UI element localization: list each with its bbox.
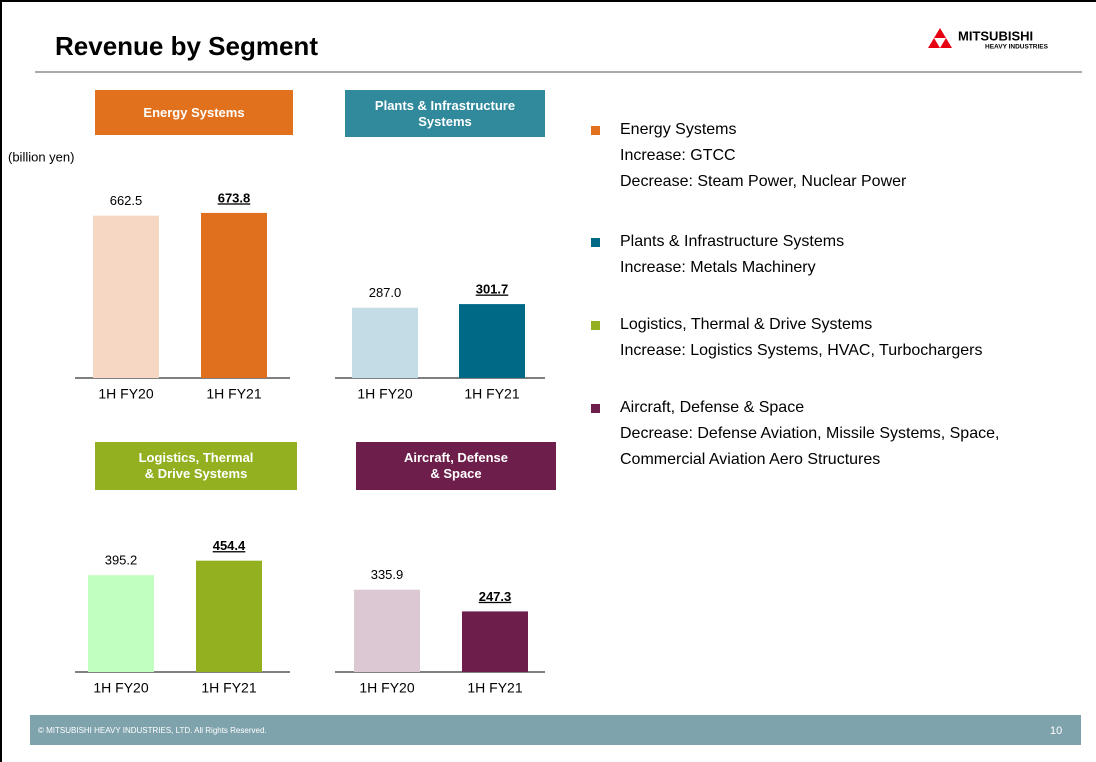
category-label: 1H FY20 [357, 386, 412, 402]
logo-mark [928, 38, 940, 48]
logo-sub: HEAVY INDUSTRIES [985, 44, 1049, 51]
bullet [591, 126, 600, 135]
page-number: 10 [1050, 725, 1062, 737]
category-label: 1H FY20 [93, 680, 148, 696]
category-label: 1H FY21 [206, 386, 261, 402]
note-text: Logistics, Thermal & Drive Systems [620, 316, 873, 333]
logo-mark [940, 38, 952, 48]
value-label: 335.9 [371, 567, 404, 582]
value-label: 454.4 [213, 538, 246, 553]
value-label: 662.5 [110, 193, 143, 208]
note-text: Aircraft, Defense & Space [620, 399, 805, 416]
chart-header: Logistics, Thermal & Drive Systems [95, 442, 297, 490]
bar [352, 307, 418, 378]
footer-text: © MITSUBISHI HEAVY INDUSTRIES, LTD. All … [38, 726, 267, 735]
note-text: Commercial Aviation Aero Structures [620, 451, 881, 468]
logo-name: MITSUBISHI [958, 28, 1033, 43]
category-label: 1H FY20 [359, 680, 414, 696]
note-text: Decrease: Defense Aviation, Missile Syst… [620, 425, 1000, 442]
category-label: 1H FY21 [467, 680, 522, 696]
chart-header: Energy Systems [95, 90, 293, 135]
bar [88, 575, 154, 672]
bar [201, 212, 267, 378]
bar [459, 304, 525, 378]
value-label: 673.8 [218, 190, 251, 205]
note-text: Plants & Infrastructure Systems [620, 233, 845, 250]
footer-bar [30, 715, 1081, 745]
bar [462, 611, 528, 672]
bullet [591, 404, 600, 413]
value-label: 287.0 [369, 285, 402, 300]
slide-title: Revenue by Segment [55, 31, 318, 61]
note-text: Increase: GTCC [620, 147, 736, 164]
logo: MITSUBISHI HEAVY INDUSTRIES [928, 28, 1049, 51]
category-label: 1H FY21 [464, 386, 519, 402]
note-text: Increase: Metals Machinery [620, 259, 816, 276]
note-text: Increase: Logistics Systems, HVAC, Turbo… [620, 342, 983, 359]
category-label: 1H FY20 [98, 386, 153, 402]
unit-label: (billion yen) [8, 149, 74, 164]
category-label: 1H FY21 [201, 680, 256, 696]
chart-header: Aircraft, Defense & Space [356, 442, 556, 490]
note-text: Energy Systems [620, 121, 737, 138]
bar [93, 215, 159, 378]
logo-mark [934, 28, 946, 38]
bullet [591, 238, 600, 247]
chart-header: Plants & Infrastructure Systems [345, 90, 545, 137]
note-text: Decrease: Steam Power, Nuclear Power [620, 173, 907, 190]
bar [354, 589, 420, 672]
value-label: 395.2 [105, 553, 138, 568]
value-label: 247.3 [479, 589, 512, 604]
bar [196, 560, 262, 672]
value-label: 301.7 [476, 282, 509, 297]
bullet [591, 321, 600, 330]
